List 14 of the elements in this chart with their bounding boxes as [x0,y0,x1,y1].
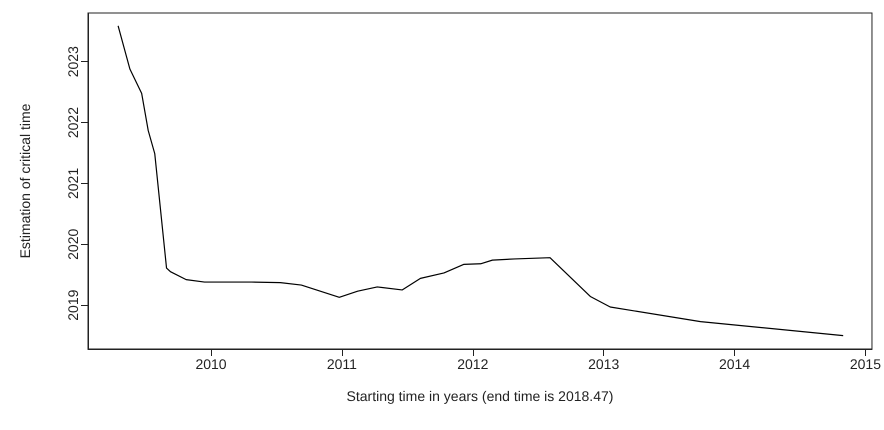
x-tick-label: 2013 [588,356,620,372]
x-axis-title: Starting time in years (end time is 2018.47) [346,388,614,404]
line-series [118,25,844,336]
x-tick-label: 2011 [326,356,358,372]
y-axis-title: Estimation of critical time [17,103,33,258]
y-tick-label: 2020 [65,228,81,260]
x-tick-label: 2010 [195,356,227,372]
y-tick-label: 2019 [65,289,81,321]
y-tick-label: 2022 [65,106,81,138]
x-tick-label: 2012 [457,356,489,372]
y-tick-label: 2021 [65,168,81,200]
y-tick-label: 2023 [65,46,81,78]
x-tick-label: 2015 [850,356,882,372]
x-tick-label: 2014 [718,356,750,372]
